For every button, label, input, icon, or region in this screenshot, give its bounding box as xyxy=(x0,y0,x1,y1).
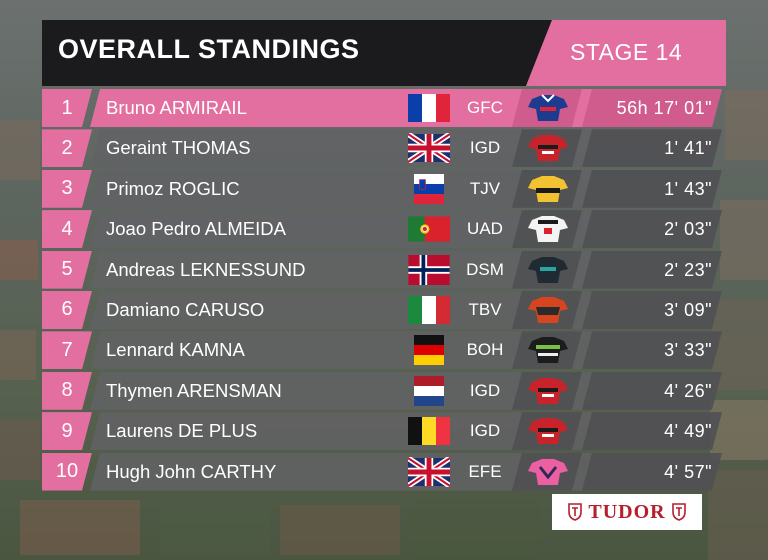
norway-flag-icon xyxy=(408,254,450,285)
time-slot xyxy=(582,372,722,410)
team-code: IGD xyxy=(469,421,501,441)
gc-time: 4' 57" xyxy=(664,461,712,482)
time-slot xyxy=(582,210,722,248)
rank-number: 10 xyxy=(42,453,92,491)
netherlands-flag-icon xyxy=(408,375,450,406)
rank-number: 6 xyxy=(42,291,92,329)
standings-row: 5 Andreas LEKNESSUND DSM 2' 23" xyxy=(42,251,722,289)
rank-number: 9 xyxy=(42,412,92,450)
shield-icon xyxy=(671,503,686,521)
gc-time: 2' 03" xyxy=(664,219,712,240)
rank-number: 4 xyxy=(42,210,92,248)
standings-row: 4 Joao Pedro ALMEIDA UAD 2' 03" xyxy=(42,210,722,248)
shield-icon xyxy=(568,503,583,521)
ef-jersey-icon xyxy=(528,457,568,487)
rank-number: 1 xyxy=(42,89,92,127)
standings-row: 2 Geraint THOMAS IGD 1' 41" xyxy=(42,129,722,167)
uae-jersey-icon xyxy=(528,214,568,244)
rider-name: Hugh John CARTHY xyxy=(106,460,277,482)
jumbo-visma-jersey-icon xyxy=(528,174,568,204)
standings-row: 3 Primoz ROGLIC TJV 1' 43" xyxy=(42,170,722,208)
standings-header: OVERALL STANDINGS xyxy=(42,20,552,86)
rider-name: Joao Pedro ALMEIDA xyxy=(106,218,286,240)
rider-name: Geraint THOMAS xyxy=(106,137,251,159)
bahrain-jersey-icon xyxy=(528,295,568,325)
gc-time: 4' 26" xyxy=(664,380,712,401)
stage-badge: STAGE 14 xyxy=(526,20,726,86)
time-slot xyxy=(582,412,722,450)
germany-flag-icon xyxy=(408,335,450,366)
ineos-jersey-icon xyxy=(528,376,568,406)
standings-row: 9 Laurens DE PLUS IGD 4' 49" xyxy=(42,412,722,450)
gc-time: 56h 17' 01" xyxy=(616,98,712,118)
standings-row: 10 Hugh John CARTHY EFE 4' 57" xyxy=(42,453,722,491)
gc-time: 2' 23" xyxy=(664,259,712,280)
time-slot xyxy=(582,291,722,329)
ineos-jersey-icon xyxy=(528,416,568,446)
slovenia-flag-icon xyxy=(408,173,450,204)
team-code: IGD xyxy=(469,380,501,400)
standings-list: 1 Bruno ARMIRAIL GFC 56h 17' 01" 2 Gerai… xyxy=(42,89,722,493)
uk-flag-icon xyxy=(408,456,450,487)
rank-number: 2 xyxy=(42,129,92,167)
france-flag-icon xyxy=(408,93,450,123)
gc-time: 3' 09" xyxy=(664,299,712,320)
rider-name: Damiano CARUSO xyxy=(106,298,265,320)
standings-row: 8 Thymen ARENSMAN IGD 4' 26" xyxy=(42,372,722,410)
team-code: IGD xyxy=(469,138,501,158)
ineos-jersey-icon xyxy=(528,133,568,163)
stage-label: STAGE 14 xyxy=(570,39,683,65)
gc-time: 4' 49" xyxy=(664,421,712,442)
time-slot xyxy=(582,453,722,491)
italy-flag-icon xyxy=(408,295,450,325)
standings-row: 6 Damiano CARUSO TBV 3' 09" xyxy=(42,291,722,329)
team-code: GFC xyxy=(467,98,503,117)
team-code: TJV xyxy=(469,178,501,198)
rank-number: 8 xyxy=(42,372,92,410)
team-code: BOH xyxy=(466,340,504,360)
rank-number: 7 xyxy=(42,331,92,369)
rider-name: Andreas LEKNESSUND xyxy=(106,258,306,280)
time-slot xyxy=(582,170,722,208)
rank-number: 5 xyxy=(42,251,92,289)
time-slot xyxy=(582,251,722,289)
rank-number: 3 xyxy=(42,170,92,208)
rider-name: Laurens DE PLUS xyxy=(106,420,258,442)
sponsor-name: TUDOR xyxy=(588,500,666,523)
rider-name: Primoz ROGLIC xyxy=(106,177,240,199)
rider-name: Lennard KAMNA xyxy=(106,339,245,361)
team-code: DSM xyxy=(466,259,504,279)
gc-time: 3' 33" xyxy=(664,340,712,361)
standings-row: 7 Lennard KAMNA BOH 3' 33" xyxy=(42,331,722,369)
header-title: OVERALL STANDINGS xyxy=(58,34,360,64)
time-slot xyxy=(582,129,722,167)
dsm-jersey-icon xyxy=(528,255,568,285)
rider-name: Thymen ARENSMAN xyxy=(106,379,282,401)
team-code: TBV xyxy=(468,299,502,319)
uk-flag-icon xyxy=(408,133,450,164)
sponsor-logo: TUDOR xyxy=(552,494,702,530)
time-slot xyxy=(582,331,722,369)
standings-row: 1 Bruno ARMIRAIL GFC 56h 17' 01" xyxy=(42,89,722,127)
gc-time: 1' 43" xyxy=(664,178,712,199)
time-slot xyxy=(582,89,722,127)
rider-name: Bruno ARMIRAIL xyxy=(106,97,247,118)
groupama-fdj-jersey-icon xyxy=(528,93,568,123)
bora-jersey-icon xyxy=(528,335,568,365)
team-code: UAD xyxy=(467,219,503,239)
team-code: EFE xyxy=(468,461,502,481)
gc-time: 1' 41" xyxy=(664,138,712,159)
portugal-flag-icon xyxy=(408,214,450,244)
belgium-flag-icon xyxy=(408,416,450,446)
